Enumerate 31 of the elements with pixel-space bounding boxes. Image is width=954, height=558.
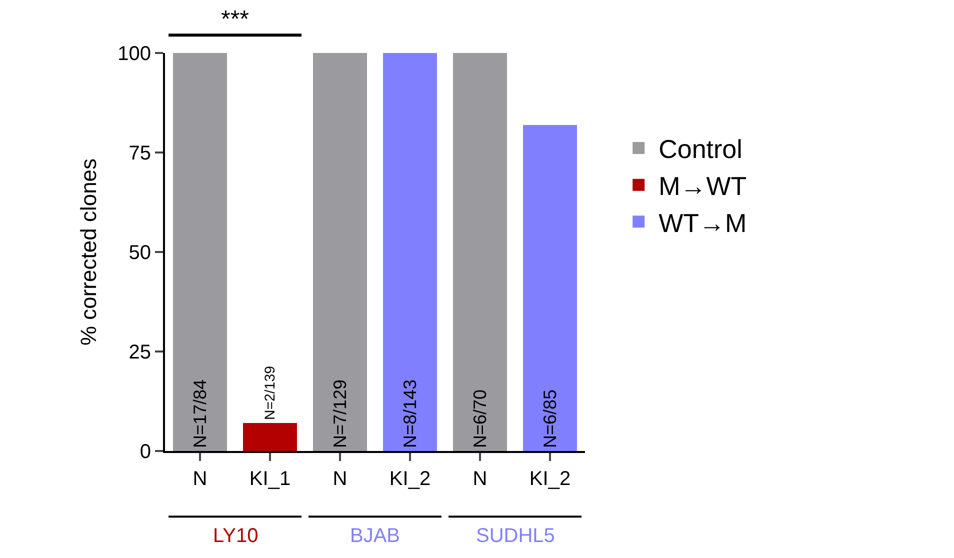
legend-label: Control [658,134,742,164]
data-label: N=17/84 [190,379,210,448]
y-tick-label: 75 [128,142,151,164]
x-tick-label: KI_1 [249,468,291,490]
text: SUDHL5 [476,525,555,547]
y-tick-label: 100 [118,43,151,65]
bar [243,423,297,451]
y-tick-label: 0 [140,441,151,463]
data-label: N=6/70 [470,389,490,448]
data-label: N=8/143 [400,379,420,448]
text: BJAB [350,525,400,547]
data-label: N=6/85 [540,389,560,448]
x-tick-label: N [332,468,348,490]
x-tick-label: KI_2 [529,468,571,490]
text: LY10 [213,525,258,547]
bar [313,53,367,451]
data-label: N=2/139 [262,366,279,420]
y-axis-title: % corrected clones [76,158,101,346]
legend-label: M→WT [658,170,747,201]
bar [453,53,507,451]
legend-label: WT→M [658,208,747,238]
x-tick-label: N [472,468,488,490]
data-label: N=7/129 [330,379,350,448]
y-tick-label: 25 [128,342,151,364]
bar [383,53,437,451]
x-tick-label: KI_2 [389,468,431,490]
y-tick-label: 50 [128,242,151,264]
text: *** [221,6,250,33]
x-tick-label: N [192,468,208,490]
bar [173,53,227,451]
bar [523,125,577,451]
